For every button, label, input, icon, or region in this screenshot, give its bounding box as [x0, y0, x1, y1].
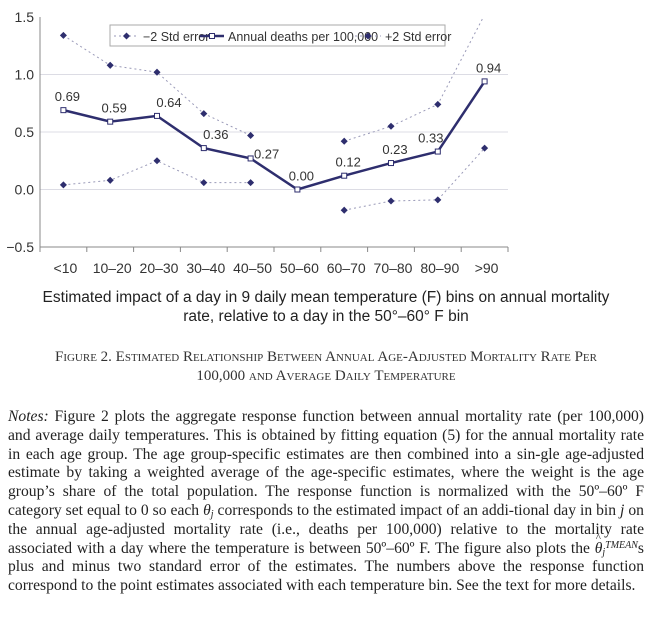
- legend-label: +2 Std error: [385, 30, 451, 44]
- diamond-marker: [340, 206, 348, 214]
- x-tick-label: 10–20: [93, 260, 132, 276]
- diamond-marker: [106, 176, 114, 184]
- y-tick-label: 1.5: [15, 9, 35, 25]
- diamond-marker: [340, 137, 348, 145]
- square-marker: [247, 155, 254, 162]
- diamond-marker: [59, 31, 67, 39]
- square-marker: [107, 118, 114, 125]
- series-line: [63, 80, 486, 191]
- diamond-marker: [153, 68, 161, 76]
- legend-diamond-marker: [364, 32, 372, 40]
- square-marker: [434, 148, 441, 155]
- notes-label: Notes:: [8, 408, 49, 425]
- diamond-marker: [200, 179, 208, 187]
- data-label: 0.94: [476, 60, 501, 75]
- x-tick-label: 30–40: [186, 260, 225, 276]
- y-tick-label: −0.5: [6, 239, 34, 255]
- series-line: [63, 160, 251, 186]
- diamond-marker: [434, 196, 442, 204]
- caption-line: 100,000 and Average Daily Temperature: [196, 368, 456, 384]
- figure-caption: Figure 2. Estimated Relationship Between…: [10, 348, 642, 386]
- x-axis-label-line: rate, relative to a day in the 50°–60° F…: [183, 308, 469, 325]
- data-label: 0.12: [336, 155, 361, 170]
- y-tick-label: 0.0: [15, 182, 35, 198]
- data-label: 0.00: [289, 169, 314, 184]
- square-marker: [481, 78, 488, 85]
- legend-box: [109, 24, 446, 47]
- mortality-chart: 1.5 1.0 0.5 0.0 −0.5 <10 10–20 20–30 30–40 40–50 5…: [6, 9, 509, 276]
- x-tick-label: 60–70: [327, 260, 366, 276]
- x-tick-label: 50–60: [280, 260, 319, 276]
- data-label: 0.36: [203, 127, 228, 142]
- bin-variable: j: [620, 501, 625, 519]
- x-axis-label: Estimated impact of a day in 9 daily mea…: [0, 288, 652, 326]
- figure-notes: Notes: Figure 2 plots the aggregate resp…: [8, 408, 644, 596]
- notes-text: corresponds to the estimated impact of a…: [213, 501, 621, 519]
- x-tick-label: <10: [54, 260, 78, 276]
- theta-hat-letter: θ: [594, 539, 603, 557]
- legend-label: Annual deaths per 100,000: [228, 30, 378, 44]
- data-label: 0.33: [418, 131, 443, 146]
- square-marker: [200, 145, 207, 152]
- data-label: 0.23: [382, 142, 407, 157]
- theta-subscript: j: [210, 508, 214, 520]
- diamond-marker: [153, 157, 161, 165]
- legend-square-marker: [209, 33, 215, 39]
- theta-hat-symbol: θ: [594, 533, 603, 559]
- y-tick-label: 1.0: [15, 67, 35, 83]
- theta-symbol: θ: [203, 501, 211, 519]
- x-tick-label: 70–80: [374, 260, 413, 276]
- series-line: [344, 147, 485, 211]
- diamond-marker: [247, 179, 255, 187]
- theta-hat-subscript: j: [602, 546, 606, 558]
- legend-label: −2 Std error: [143, 30, 209, 44]
- diamond-marker: [247, 131, 255, 139]
- x-tick-label: 20–30: [140, 260, 179, 276]
- diamond-marker: [200, 110, 208, 118]
- caption-line: Figure 2. Estimated Relationship Between…: [54, 349, 597, 365]
- diamond-marker: [387, 197, 395, 205]
- data-label: 0.69: [55, 89, 80, 104]
- square-marker: [60, 107, 67, 114]
- theta-hat-superscript: TMEAN: [605, 539, 638, 551]
- notes-text: Figure 2 plots the aggregate response fu…: [8, 408, 644, 519]
- data-label: 0.27: [254, 146, 279, 161]
- y-tick-label: 0.5: [15, 124, 35, 140]
- diamond-marker: [434, 100, 442, 108]
- diamond-marker: [106, 61, 114, 69]
- data-label: 0.59: [102, 101, 127, 116]
- square-marker: [154, 112, 160, 119]
- notes-text: s plus and minus two standard error of t…: [8, 539, 644, 595]
- x-tick-label: 80–90: [420, 260, 459, 276]
- square-marker: [294, 186, 301, 193]
- square-marker: [388, 160, 394, 167]
- diamond-marker: [481, 144, 489, 152]
- series-line: [344, 17, 484, 142]
- x-tick-label: >90: [475, 260, 499, 276]
- diamond-marker: [387, 122, 395, 130]
- square-marker: [341, 172, 348, 179]
- x-tick-label: 40–50: [233, 260, 272, 276]
- diamond-marker: [59, 181, 67, 189]
- notes-text: on the annual age-adjusted mortality rat…: [8, 501, 644, 557]
- data-label: 0.64: [156, 95, 181, 110]
- x-axis-label-line: Estimated impact of a day in 9 daily mea…: [42, 289, 610, 306]
- series-line: [63, 34, 251, 136]
